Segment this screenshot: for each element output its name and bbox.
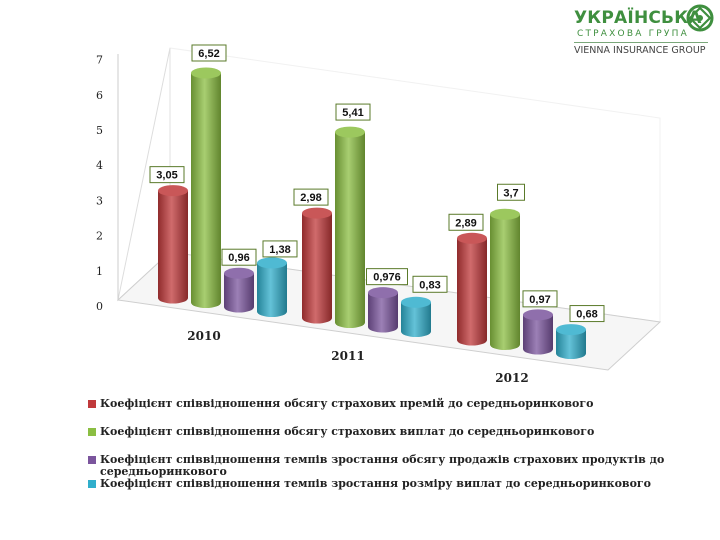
bar-top bbox=[158, 185, 188, 197]
bar-2011-series-4: 0,83 bbox=[401, 275, 448, 337]
y-tick-label: 5 bbox=[96, 124, 103, 137]
bar-body bbox=[158, 190, 188, 304]
legend-label: Коефіцієнт співвідношення темпів зростан… bbox=[100, 477, 651, 490]
data-label-box bbox=[262, 240, 298, 258]
bar-top bbox=[556, 324, 586, 336]
bar-top bbox=[368, 287, 398, 299]
legend-swatch-purple bbox=[88, 456, 96, 464]
data-label: 0,96 bbox=[228, 252, 249, 264]
bar-2012-series-4: 0,68 bbox=[556, 305, 605, 359]
legend-item-payout-growth: Коефіцієнт співвідношення темпів зростан… bbox=[88, 478, 688, 490]
x-tick-label: 2011 bbox=[331, 349, 364, 363]
chart-bars: 3,05 6,52 0,96 1,38 2,98 5,41 0,976 0,83 2,89 3,7… bbox=[149, 44, 605, 359]
logo-group-name: VIENNA INSURANCE GROUP bbox=[574, 45, 706, 56]
bar-body bbox=[257, 262, 287, 317]
legend-label: Коефіцієнт співвідношення темпів зростан… bbox=[100, 453, 665, 478]
data-label: 6,52 bbox=[198, 48, 219, 60]
bar-body bbox=[302, 213, 332, 324]
bar-2012-series-2: 3,7 bbox=[490, 183, 525, 350]
legend-swatch-red bbox=[88, 400, 96, 408]
bar-top bbox=[490, 208, 520, 220]
bar-2011-series-1: 2,98 bbox=[293, 188, 332, 324]
logo-divider bbox=[574, 42, 708, 43]
data-label-box bbox=[412, 275, 448, 293]
data-label: 1,38 bbox=[269, 244, 290, 256]
data-label-box bbox=[497, 183, 525, 201]
bar-body bbox=[490, 214, 520, 350]
bar-top bbox=[457, 232, 487, 244]
data-label-box bbox=[221, 248, 257, 266]
logo-subtitle: СТРАХОВА ГРУПА bbox=[577, 29, 689, 39]
data-label-box bbox=[569, 305, 605, 323]
legend-swatch-green bbox=[88, 428, 96, 436]
data-label-box bbox=[448, 213, 484, 231]
chart-legend: Коефіцієнт співвідношення обсягу страхов… bbox=[88, 398, 688, 490]
data-label: 3,05 bbox=[156, 170, 177, 182]
bar-top bbox=[523, 309, 553, 321]
data-label-box bbox=[191, 44, 227, 62]
bar-body bbox=[401, 302, 431, 337]
data-label-box bbox=[149, 166, 185, 184]
y-tick-label: 6 bbox=[96, 89, 103, 102]
legend-item-premiums: Коефіцієнт співвідношення обсягу страхов… bbox=[88, 398, 688, 410]
data-label-box bbox=[366, 268, 408, 286]
logo-emblem-icon bbox=[686, 4, 714, 32]
y-tick-label: 3 bbox=[96, 194, 103, 207]
data-label: 2,98 bbox=[300, 192, 321, 204]
data-label: 2,89 bbox=[455, 217, 476, 229]
data-label: 3,7 bbox=[503, 187, 518, 199]
x-tick-label: 2010 bbox=[187, 329, 220, 343]
legend-label: Коефіцієнт співвідношення обсягу страхов… bbox=[100, 397, 594, 410]
bar-chart: 0 1 2 3 4 5 6 7 3,05 6,52 0,96 1,38 2,98 5,41 0,976 0,… bbox=[96, 44, 662, 385]
bar-2010-series-3: 0,96 bbox=[221, 248, 257, 313]
bar-2010-series-1: 3,05 bbox=[149, 166, 188, 304]
bar-body bbox=[368, 292, 398, 333]
x-tick-label: 2012 bbox=[495, 371, 528, 385]
bar-body bbox=[224, 273, 254, 313]
bar-2012-series-1: 2,89 bbox=[448, 213, 487, 346]
bar-top bbox=[335, 126, 365, 138]
bar-top bbox=[302, 207, 332, 219]
bar-2010-series-4: 1,38 bbox=[257, 240, 298, 317]
data-label-box bbox=[335, 103, 371, 121]
bar-2010-series-2: 6,52 bbox=[191, 44, 227, 308]
legend-swatch-cyan bbox=[88, 480, 96, 488]
bar-2012-series-3: 0,97 bbox=[522, 290, 558, 355]
bar-top bbox=[191, 67, 221, 79]
data-label-box bbox=[293, 188, 329, 206]
data-label: 0,97 bbox=[529, 294, 550, 306]
data-label: 0,68 bbox=[576, 309, 597, 321]
logo-name: УКРАЇНСЬКА bbox=[574, 8, 702, 28]
bar-body bbox=[191, 72, 221, 308]
data-label: 5,41 bbox=[342, 107, 363, 119]
y-tick-label: 2 bbox=[96, 230, 103, 243]
legend-item-sales-growth: Коефіцієнт співвідношення темпів зростан… bbox=[88, 454, 688, 478]
bar-body bbox=[335, 132, 365, 328]
bar-body bbox=[556, 329, 586, 359]
bar-top bbox=[224, 267, 254, 279]
bar-2011-series-2: 5,41 bbox=[335, 103, 371, 328]
bar-top bbox=[257, 257, 287, 269]
y-tick-label: 1 bbox=[96, 265, 103, 278]
y-axis-ticks: 0 1 2 3 4 5 6 7 bbox=[96, 54, 103, 313]
y-tick-label: 4 bbox=[96, 159, 103, 172]
data-label: 0,83 bbox=[419, 279, 440, 291]
bar-body bbox=[523, 314, 553, 355]
legend-label: Коефіцієнт співвідношення обсягу страхов… bbox=[100, 425, 595, 438]
y-tick-label: 0 bbox=[96, 300, 103, 313]
bar-body bbox=[457, 238, 487, 346]
data-label-box bbox=[522, 290, 558, 308]
bar-2011-series-3: 0,976 bbox=[366, 268, 408, 333]
data-label: 0,976 bbox=[373, 272, 401, 284]
bar-top bbox=[401, 296, 431, 308]
company-logo: УКРАЇНСЬКА СТРАХОВА ГРУПА VIENNA INSURAN… bbox=[574, 4, 714, 58]
y-tick-label: 7 bbox=[96, 54, 103, 67]
x-axis-ticks: 2010 2011 2012 bbox=[187, 329, 528, 385]
legend-item-payouts: Коефіцієнт співвідношення обсягу страхов… bbox=[88, 426, 688, 438]
